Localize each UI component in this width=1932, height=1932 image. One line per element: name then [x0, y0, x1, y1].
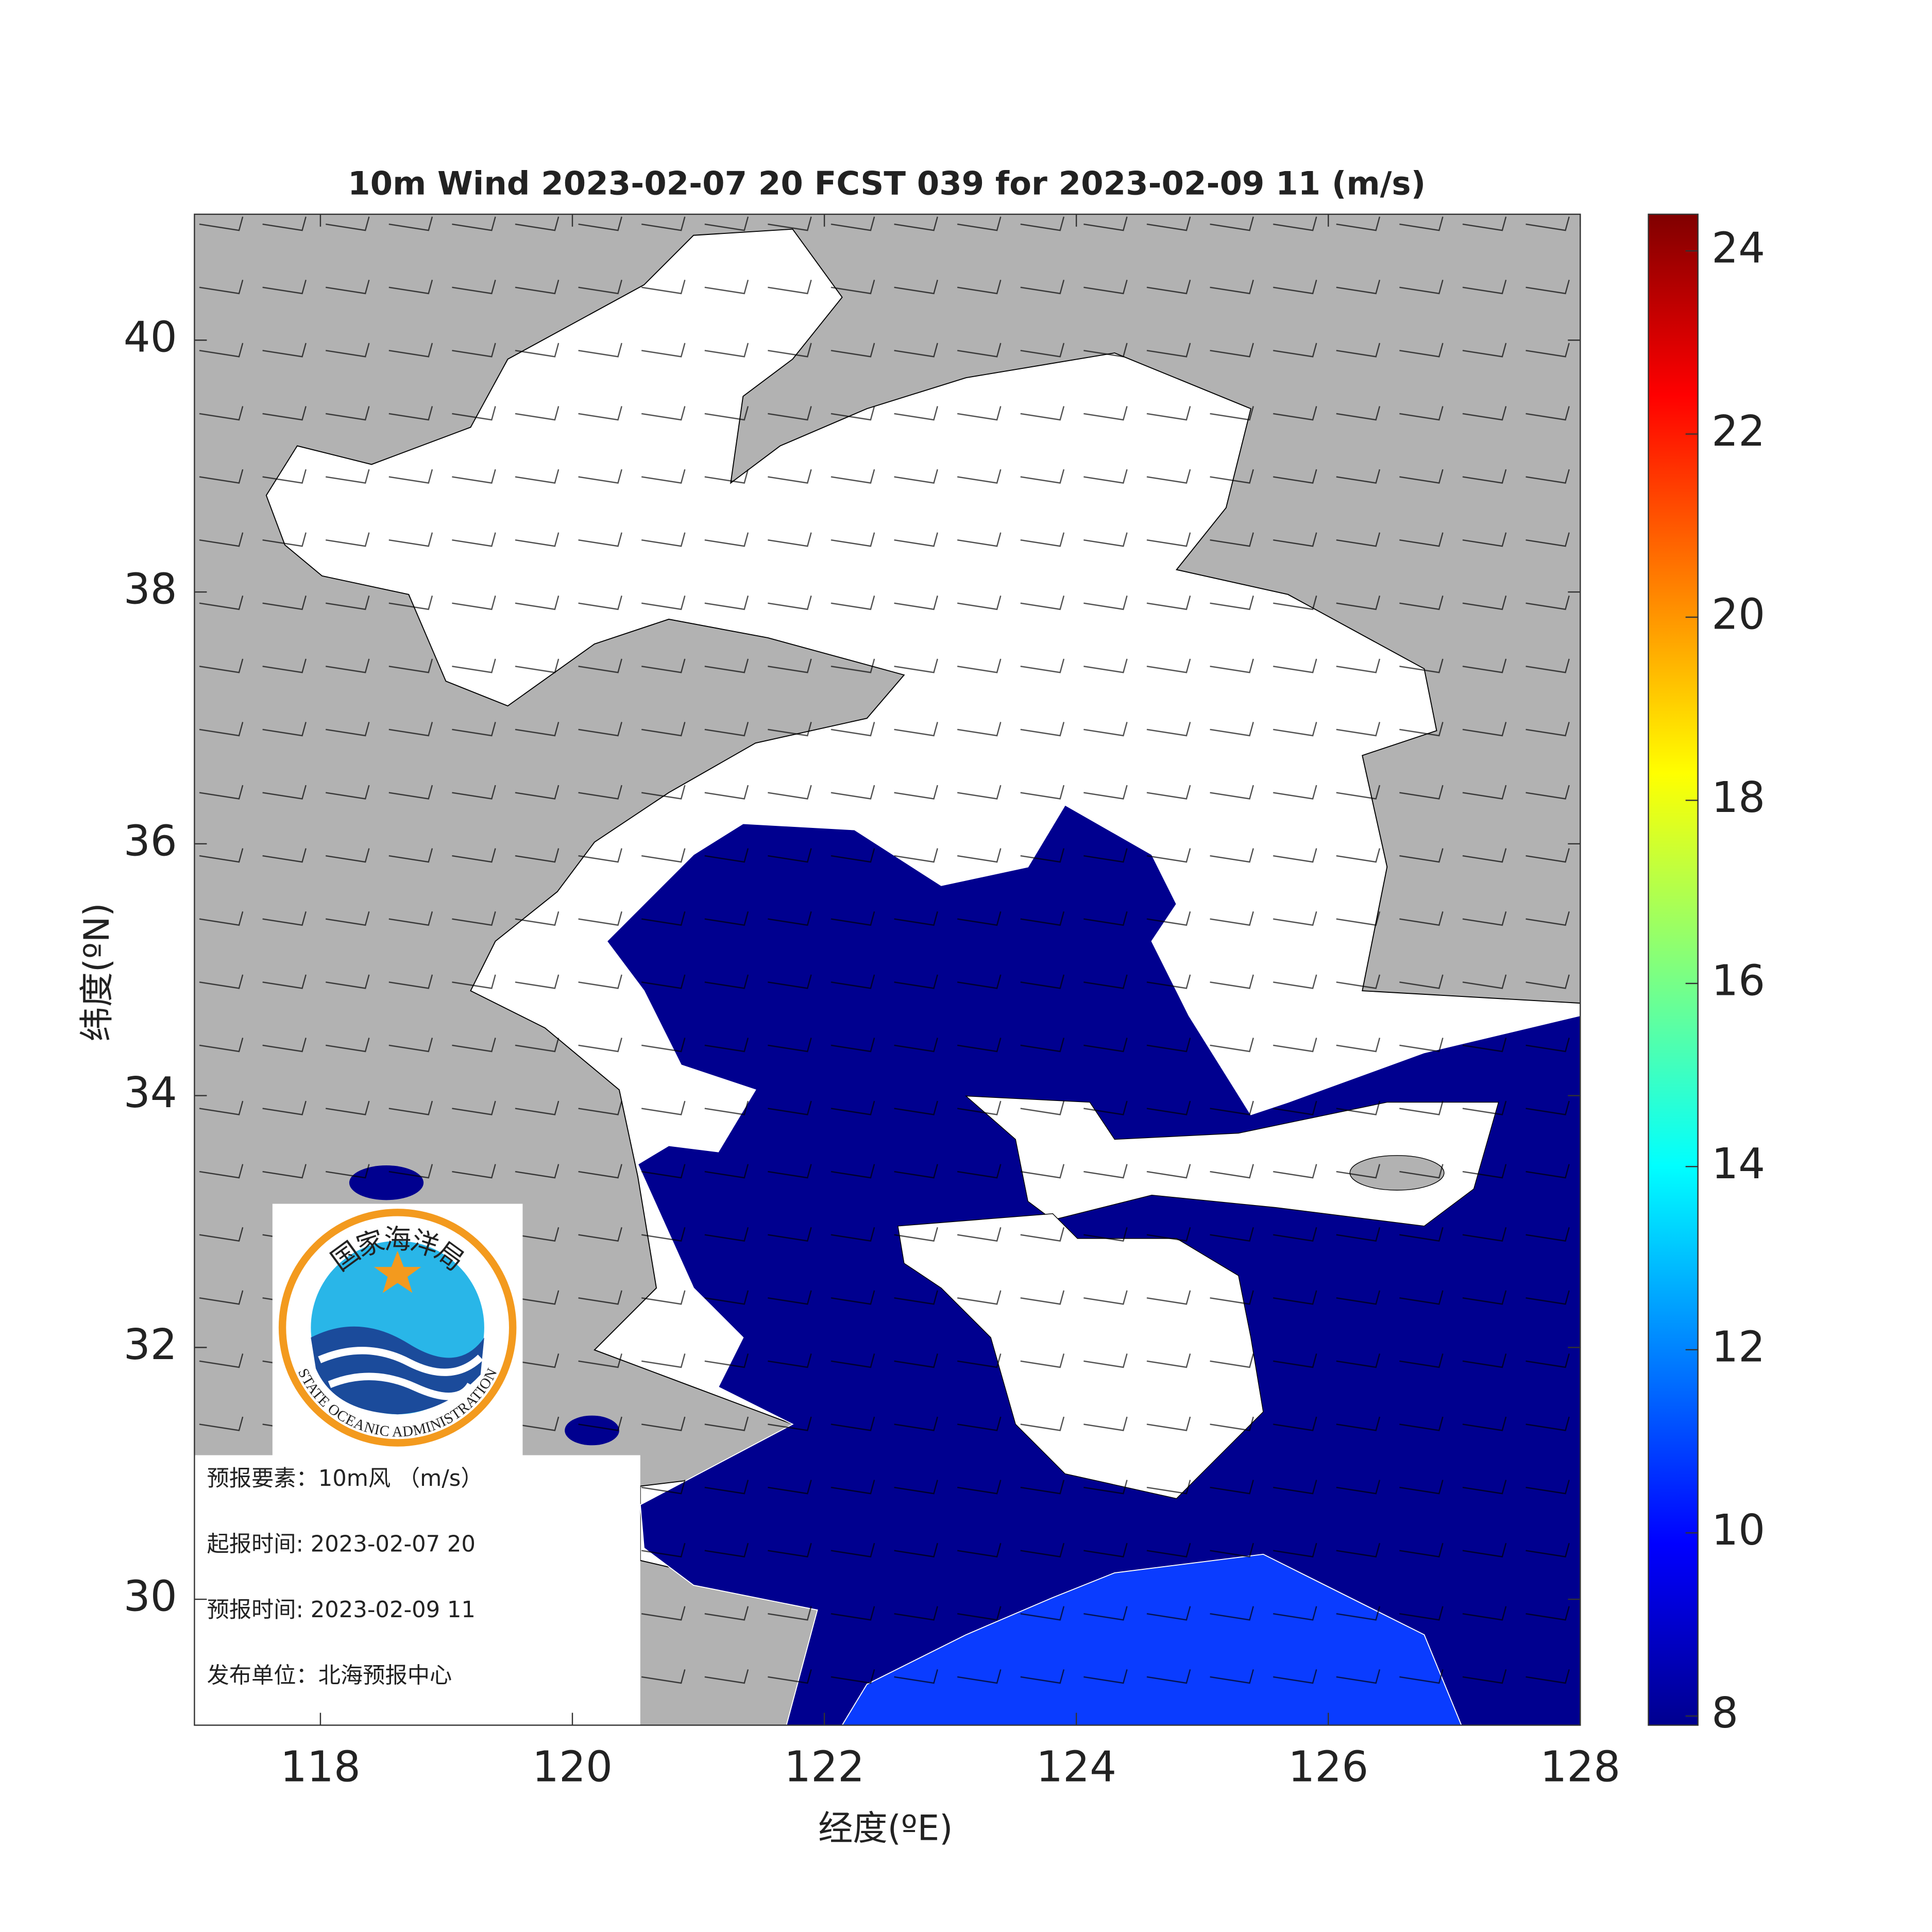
colorbar-tick-label: 24 — [1711, 224, 1765, 273]
y-tick-label: 38 — [124, 565, 177, 614]
y-axis-label: 纬度(ºN) — [77, 903, 117, 1041]
x-axis-label: 经度(ºE) — [818, 1808, 953, 1848]
colorbar-tick-label: 10 — [1711, 1506, 1765, 1555]
x-tick-label: 124 — [1036, 1743, 1116, 1792]
info-box — [194, 1455, 640, 1725]
info-line: 预报时间: 2023-02-09 11 — [207, 1597, 475, 1623]
info-line: 发布单位：北海预报中心 — [207, 1663, 452, 1688]
colorbar-tick-label: 8 — [1711, 1689, 1738, 1738]
colorbar — [1648, 213, 1699, 1726]
x-tick-label: 118 — [280, 1743, 361, 1792]
colorbar-tick-label: 22 — [1711, 407, 1765, 456]
y-tick-label: 36 — [124, 817, 177, 866]
map-title: 10m Wind 2023-02-07 20 FCST 039 for 2023… — [348, 165, 1426, 202]
logo-star — [374, 1250, 421, 1293]
info-text: 预报要素：10m风 （m/s） 起报时间: 2023-02-07 20 预报时间: … — [207, 1466, 483, 1688]
map-area — [194, 214, 1581, 1725]
colorbar-tick-label: 18 — [1711, 773, 1765, 822]
y-tick-label: 34 — [124, 1069, 177, 1117]
x-tick-label: 120 — [532, 1743, 613, 1792]
y-tick-label: 30 — [124, 1572, 177, 1621]
info-line: 起报时间: 2023-02-07 20 — [207, 1532, 475, 1557]
plot-frame — [194, 213, 1581, 1726]
info-line: 预报要素：10m风 （m/s） — [207, 1466, 483, 1492]
logo: 国家海洋局 STATE OCEANIC ADMINISTRATION — [278, 1209, 517, 1447]
y-tick-label: 40 — [124, 313, 177, 362]
x-tick-label: 128 — [1540, 1743, 1620, 1792]
colorbar-tick-label: 16 — [1711, 956, 1765, 1005]
colorbar-tick-label: 14 — [1711, 1140, 1765, 1189]
colorbar-tick-label: 20 — [1711, 590, 1765, 639]
x-tick-label: 122 — [784, 1743, 865, 1792]
logo-wave-line — [318, 1347, 483, 1376]
y-tick-label: 32 — [124, 1320, 177, 1369]
x-tick-label: 126 — [1288, 1743, 1368, 1792]
logo-wave-line — [328, 1372, 474, 1400]
colorbar-tick-label: 12 — [1711, 1323, 1765, 1371]
